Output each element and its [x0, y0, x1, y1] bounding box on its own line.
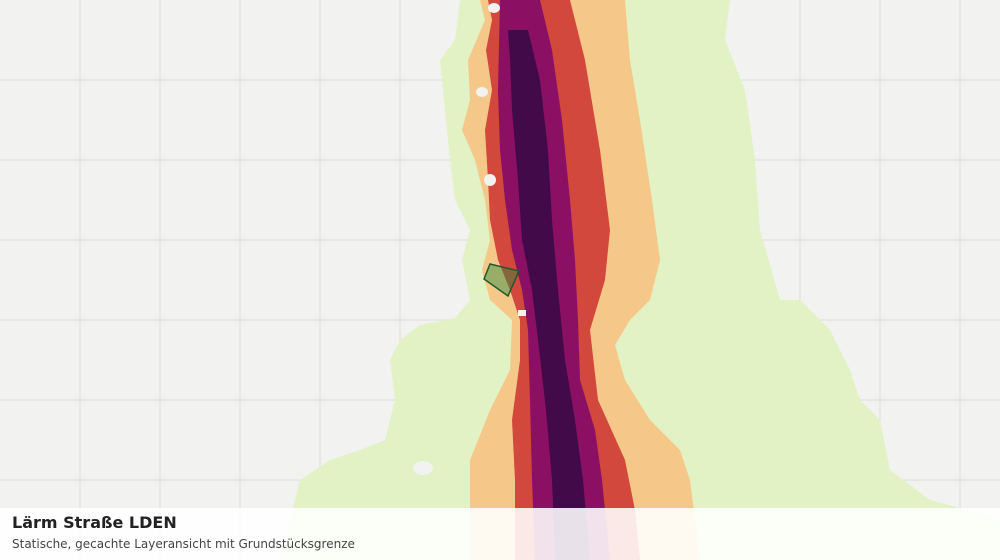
noise-band-extreme	[508, 30, 590, 560]
map-holes	[413, 3, 526, 475]
map-title: Lärm Straße LDEN	[12, 513, 177, 532]
parcel-boundary[interactable]	[483, 263, 521, 298]
map-subtitle: Statische, gecachte Layeransicht mit Gru…	[12, 537, 355, 551]
caption-bar: Lärm Straße LDEN Statische, gecachte Lay…	[0, 508, 1000, 560]
